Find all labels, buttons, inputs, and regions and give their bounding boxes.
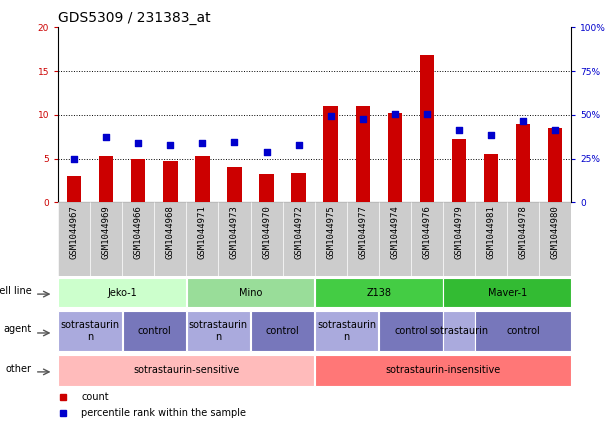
Text: agent: agent: [4, 324, 32, 334]
Text: GSM1044980: GSM1044980: [551, 205, 560, 259]
Text: sotrastaurin-sensitive: sotrastaurin-sensitive: [133, 365, 240, 375]
Text: GSM1044981: GSM1044981: [486, 205, 496, 259]
Bar: [187, 278, 314, 307]
Bar: [548, 128, 563, 202]
Text: control: control: [507, 326, 540, 336]
Text: GSM1044975: GSM1044975: [326, 205, 335, 259]
Text: control: control: [266, 326, 299, 336]
Bar: [411, 202, 443, 276]
Bar: [186, 202, 219, 276]
Text: GSM1044972: GSM1044972: [294, 205, 303, 259]
Bar: [283, 202, 315, 276]
Text: control: control: [394, 326, 428, 336]
Text: GSM1044973: GSM1044973: [230, 205, 239, 259]
Point: [454, 126, 464, 133]
Bar: [315, 311, 378, 351]
Bar: [315, 355, 571, 386]
Bar: [219, 202, 251, 276]
Bar: [420, 55, 434, 202]
Bar: [323, 106, 338, 202]
Text: Jeko-1: Jeko-1: [108, 288, 137, 297]
Text: Maver-1: Maver-1: [488, 288, 527, 297]
Text: GSM1044968: GSM1044968: [166, 205, 175, 259]
Bar: [59, 355, 314, 386]
Text: sotrastaurin-insensitive: sotrastaurin-insensitive: [386, 365, 500, 375]
Bar: [444, 278, 571, 307]
Bar: [123, 311, 186, 351]
Bar: [67, 176, 81, 202]
Point: [518, 118, 528, 124]
Text: GSM1044967: GSM1044967: [70, 205, 79, 259]
Bar: [59, 311, 122, 351]
Bar: [259, 174, 274, 202]
Text: GSM1044976: GSM1044976: [422, 205, 431, 259]
Point: [133, 140, 143, 146]
Text: GSM1044971: GSM1044971: [198, 205, 207, 259]
Bar: [291, 173, 306, 202]
Point: [230, 139, 240, 146]
Bar: [227, 167, 242, 202]
Point: [358, 116, 368, 123]
Bar: [475, 311, 571, 351]
Text: GDS5309 / 231383_at: GDS5309 / 231383_at: [58, 11, 211, 25]
Bar: [195, 156, 210, 202]
Point: [69, 155, 79, 162]
Bar: [347, 202, 379, 276]
Text: GSM1044974: GSM1044974: [390, 205, 400, 259]
Text: GSM1044979: GSM1044979: [455, 205, 464, 259]
Text: percentile rank within the sample: percentile rank within the sample: [81, 408, 246, 418]
Bar: [155, 202, 186, 276]
Bar: [315, 278, 442, 307]
Text: cell line: cell line: [0, 286, 32, 296]
Bar: [356, 106, 370, 202]
Point: [326, 113, 335, 119]
Bar: [99, 156, 114, 202]
Bar: [507, 202, 540, 276]
Bar: [516, 124, 530, 202]
Bar: [379, 202, 411, 276]
Text: GSM1044977: GSM1044977: [358, 205, 367, 259]
Bar: [163, 161, 178, 202]
Bar: [131, 159, 145, 202]
Point: [166, 142, 175, 149]
Bar: [187, 311, 250, 351]
Text: Mino: Mino: [239, 288, 262, 297]
Bar: [315, 202, 347, 276]
Text: count: count: [81, 392, 109, 402]
Text: control: control: [137, 326, 171, 336]
Bar: [540, 202, 571, 276]
Text: Z138: Z138: [367, 288, 391, 297]
Bar: [122, 202, 155, 276]
Point: [551, 126, 560, 133]
Bar: [475, 202, 507, 276]
Point: [486, 132, 496, 138]
Text: GSM1044966: GSM1044966: [134, 205, 143, 259]
Point: [262, 148, 271, 155]
Bar: [443, 202, 475, 276]
Point: [294, 142, 304, 149]
Text: other: other: [6, 363, 32, 374]
Point: [422, 110, 432, 117]
Bar: [251, 311, 314, 351]
Text: sotrastaurin: sotrastaurin: [430, 326, 489, 336]
Bar: [387, 113, 402, 202]
Point: [101, 133, 111, 140]
Text: GSM1044978: GSM1044978: [519, 205, 528, 259]
Text: sotrastaurin
n: sotrastaurin n: [189, 320, 248, 342]
Point: [390, 110, 400, 117]
Point: [197, 140, 207, 146]
Bar: [90, 202, 122, 276]
Text: GSM1044970: GSM1044970: [262, 205, 271, 259]
Bar: [251, 202, 283, 276]
Bar: [444, 311, 475, 351]
Bar: [379, 311, 442, 351]
Bar: [58, 202, 90, 276]
Text: sotrastaurin
n: sotrastaurin n: [60, 320, 120, 342]
Text: sotrastaurin
n: sotrastaurin n: [317, 320, 376, 342]
Bar: [484, 154, 499, 202]
Bar: [59, 278, 186, 307]
Text: GSM1044969: GSM1044969: [101, 205, 111, 259]
Bar: [452, 139, 466, 202]
